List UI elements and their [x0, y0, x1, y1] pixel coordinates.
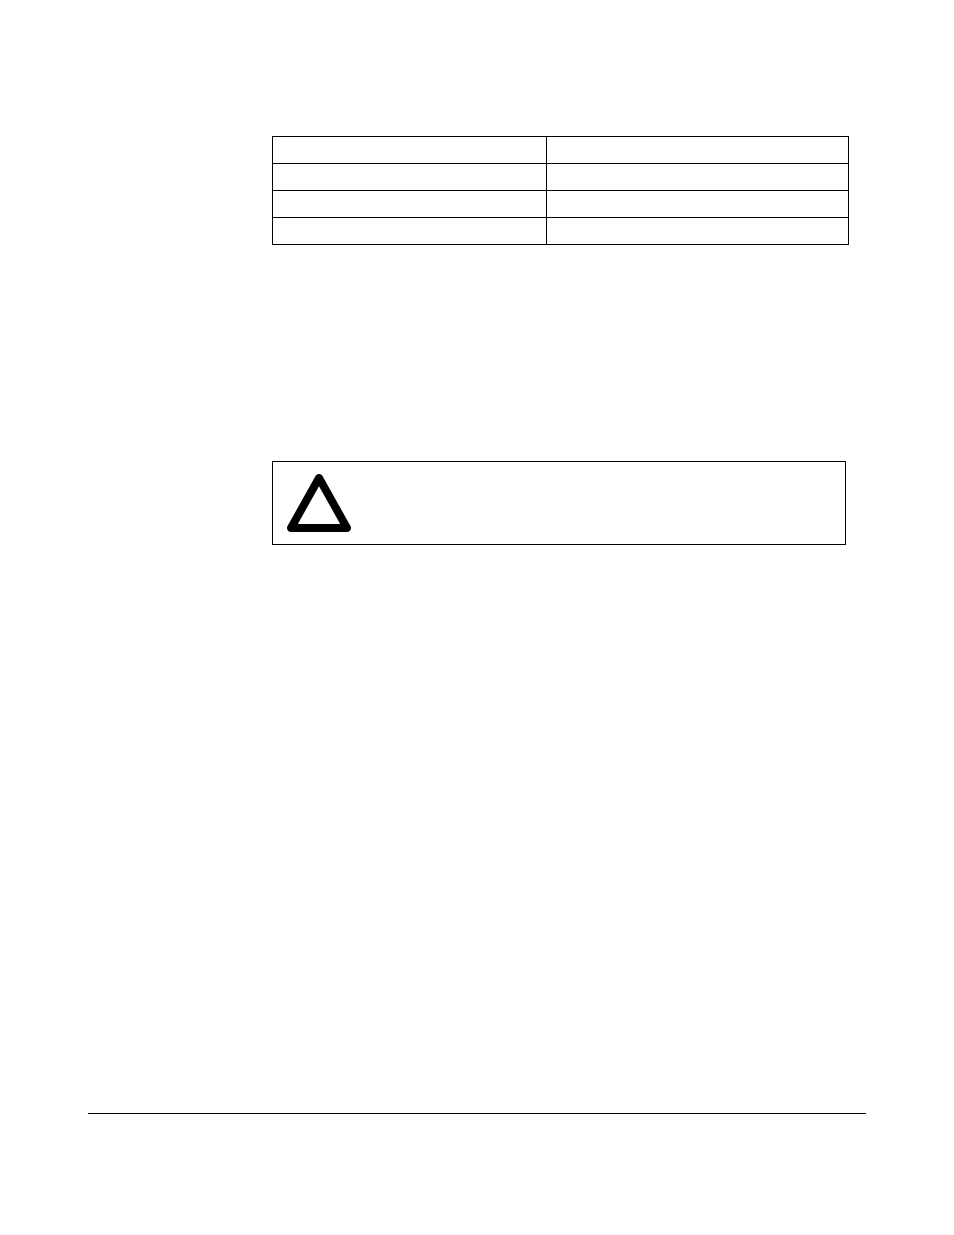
table-cell [273, 191, 547, 218]
document-page [0, 0, 954, 1235]
table-cell [273, 218, 547, 245]
table-row [273, 164, 849, 191]
table-row [273, 218, 849, 245]
table-row [273, 191, 849, 218]
warning-triangle-icon [287, 472, 351, 541]
table-cell [273, 137, 547, 164]
table-cell [547, 137, 849, 164]
table-cell [547, 218, 849, 245]
table-cell [547, 191, 849, 218]
attention-callout [272, 461, 846, 545]
spec-table [272, 136, 849, 245]
table-cell [547, 164, 849, 191]
table-row [273, 137, 849, 164]
table-cell [273, 164, 547, 191]
footer-rule [88, 1113, 866, 1114]
